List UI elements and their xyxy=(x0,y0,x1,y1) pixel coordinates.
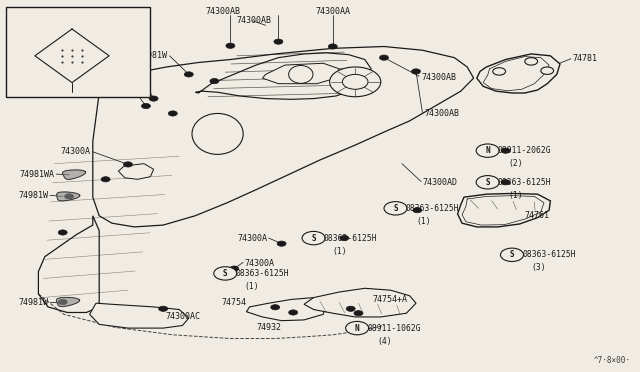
Circle shape xyxy=(274,39,283,44)
Circle shape xyxy=(277,241,286,246)
Circle shape xyxy=(501,180,510,185)
Polygon shape xyxy=(262,63,339,84)
Text: 74300AA: 74300AA xyxy=(316,7,350,16)
Text: S: S xyxy=(223,269,228,278)
Circle shape xyxy=(58,299,67,305)
Circle shape xyxy=(525,58,538,65)
Polygon shape xyxy=(93,46,474,227)
Text: 74300A: 74300A xyxy=(61,147,91,156)
Circle shape xyxy=(340,235,349,241)
Circle shape xyxy=(346,321,369,335)
Text: 08363-6125H: 08363-6125H xyxy=(236,269,289,278)
Text: N: N xyxy=(355,324,360,333)
Circle shape xyxy=(493,68,506,75)
Text: ^7·8×00·: ^7·8×00· xyxy=(593,356,630,365)
Text: 74300A: 74300A xyxy=(237,234,268,243)
Polygon shape xyxy=(90,303,189,328)
FancyBboxPatch shape xyxy=(6,7,150,97)
Text: 74300AC: 74300AC xyxy=(165,312,200,321)
Circle shape xyxy=(141,103,150,109)
Text: 08911-1062G: 08911-1062G xyxy=(367,324,421,333)
Polygon shape xyxy=(477,54,560,93)
Text: (3): (3) xyxy=(531,263,546,272)
Text: 74981W: 74981W xyxy=(18,191,48,200)
Text: (1): (1) xyxy=(509,191,524,200)
Text: 74981WB: 74981WB xyxy=(100,90,136,99)
Circle shape xyxy=(168,111,177,116)
Polygon shape xyxy=(57,192,80,201)
Polygon shape xyxy=(246,298,326,321)
Text: (1): (1) xyxy=(333,247,348,256)
Circle shape xyxy=(124,162,132,167)
Circle shape xyxy=(500,248,524,262)
Circle shape xyxy=(354,311,363,316)
Text: 74300A: 74300A xyxy=(244,259,275,267)
Circle shape xyxy=(149,96,158,101)
Polygon shape xyxy=(458,193,550,227)
Circle shape xyxy=(384,202,407,215)
Text: 74300AD: 74300AD xyxy=(422,178,458,187)
Circle shape xyxy=(541,67,554,74)
Circle shape xyxy=(289,310,298,315)
Text: 08363-6125H: 08363-6125H xyxy=(522,250,576,259)
Circle shape xyxy=(302,231,325,245)
Circle shape xyxy=(184,72,193,77)
Text: 74882R: 74882R xyxy=(58,79,86,88)
Circle shape xyxy=(214,267,237,280)
Circle shape xyxy=(501,148,510,153)
Circle shape xyxy=(58,230,67,235)
Text: 74754+A: 74754+A xyxy=(372,295,408,304)
Circle shape xyxy=(271,305,280,310)
Polygon shape xyxy=(118,164,154,179)
Text: S: S xyxy=(509,250,515,259)
Text: 74981W: 74981W xyxy=(138,51,168,60)
Polygon shape xyxy=(38,216,99,312)
Circle shape xyxy=(328,44,337,49)
Circle shape xyxy=(230,266,239,271)
Text: (1): (1) xyxy=(244,282,259,291)
Text: 74981WA: 74981WA xyxy=(19,170,54,179)
Text: 74300AB: 74300AB xyxy=(100,65,136,74)
Polygon shape xyxy=(304,288,416,317)
Circle shape xyxy=(412,69,420,74)
Text: INSULATOR FUSIBLE: INSULATOR FUSIBLE xyxy=(37,13,120,22)
Circle shape xyxy=(476,144,499,157)
Circle shape xyxy=(210,78,219,84)
Text: 08911-2062G: 08911-2062G xyxy=(498,146,552,155)
Text: 74300AB: 74300AB xyxy=(421,73,456,82)
Circle shape xyxy=(101,177,110,182)
Text: S: S xyxy=(485,178,490,187)
Text: 74932: 74932 xyxy=(256,323,281,332)
Polygon shape xyxy=(56,298,79,307)
Text: S: S xyxy=(311,234,316,243)
Circle shape xyxy=(346,306,355,311)
Text: 08363-6125H: 08363-6125H xyxy=(498,178,552,187)
Text: 74761: 74761 xyxy=(525,211,550,220)
Text: 08363-6125H: 08363-6125H xyxy=(406,204,460,213)
Circle shape xyxy=(159,306,168,311)
Circle shape xyxy=(226,43,235,48)
Circle shape xyxy=(342,74,368,89)
Text: 74781: 74781 xyxy=(573,54,598,63)
Text: 74300AB: 74300AB xyxy=(205,7,240,16)
Circle shape xyxy=(413,208,422,213)
Polygon shape xyxy=(195,53,371,99)
Text: 74300AB: 74300AB xyxy=(237,16,272,25)
Text: 08363-6125H: 08363-6125H xyxy=(324,234,378,243)
Text: (4): (4) xyxy=(378,337,392,346)
Circle shape xyxy=(330,67,381,97)
Text: 74981W: 74981W xyxy=(18,298,48,307)
Circle shape xyxy=(476,176,499,189)
Circle shape xyxy=(502,252,511,257)
Text: S: S xyxy=(393,204,398,213)
Text: 74754: 74754 xyxy=(221,298,246,307)
Text: (1): (1) xyxy=(416,217,431,226)
Circle shape xyxy=(380,55,388,60)
Circle shape xyxy=(65,194,74,199)
Text: 74300AB: 74300AB xyxy=(424,109,460,118)
Text: (2): (2) xyxy=(509,159,524,168)
Polygon shape xyxy=(63,170,86,179)
Text: N: N xyxy=(485,146,490,155)
